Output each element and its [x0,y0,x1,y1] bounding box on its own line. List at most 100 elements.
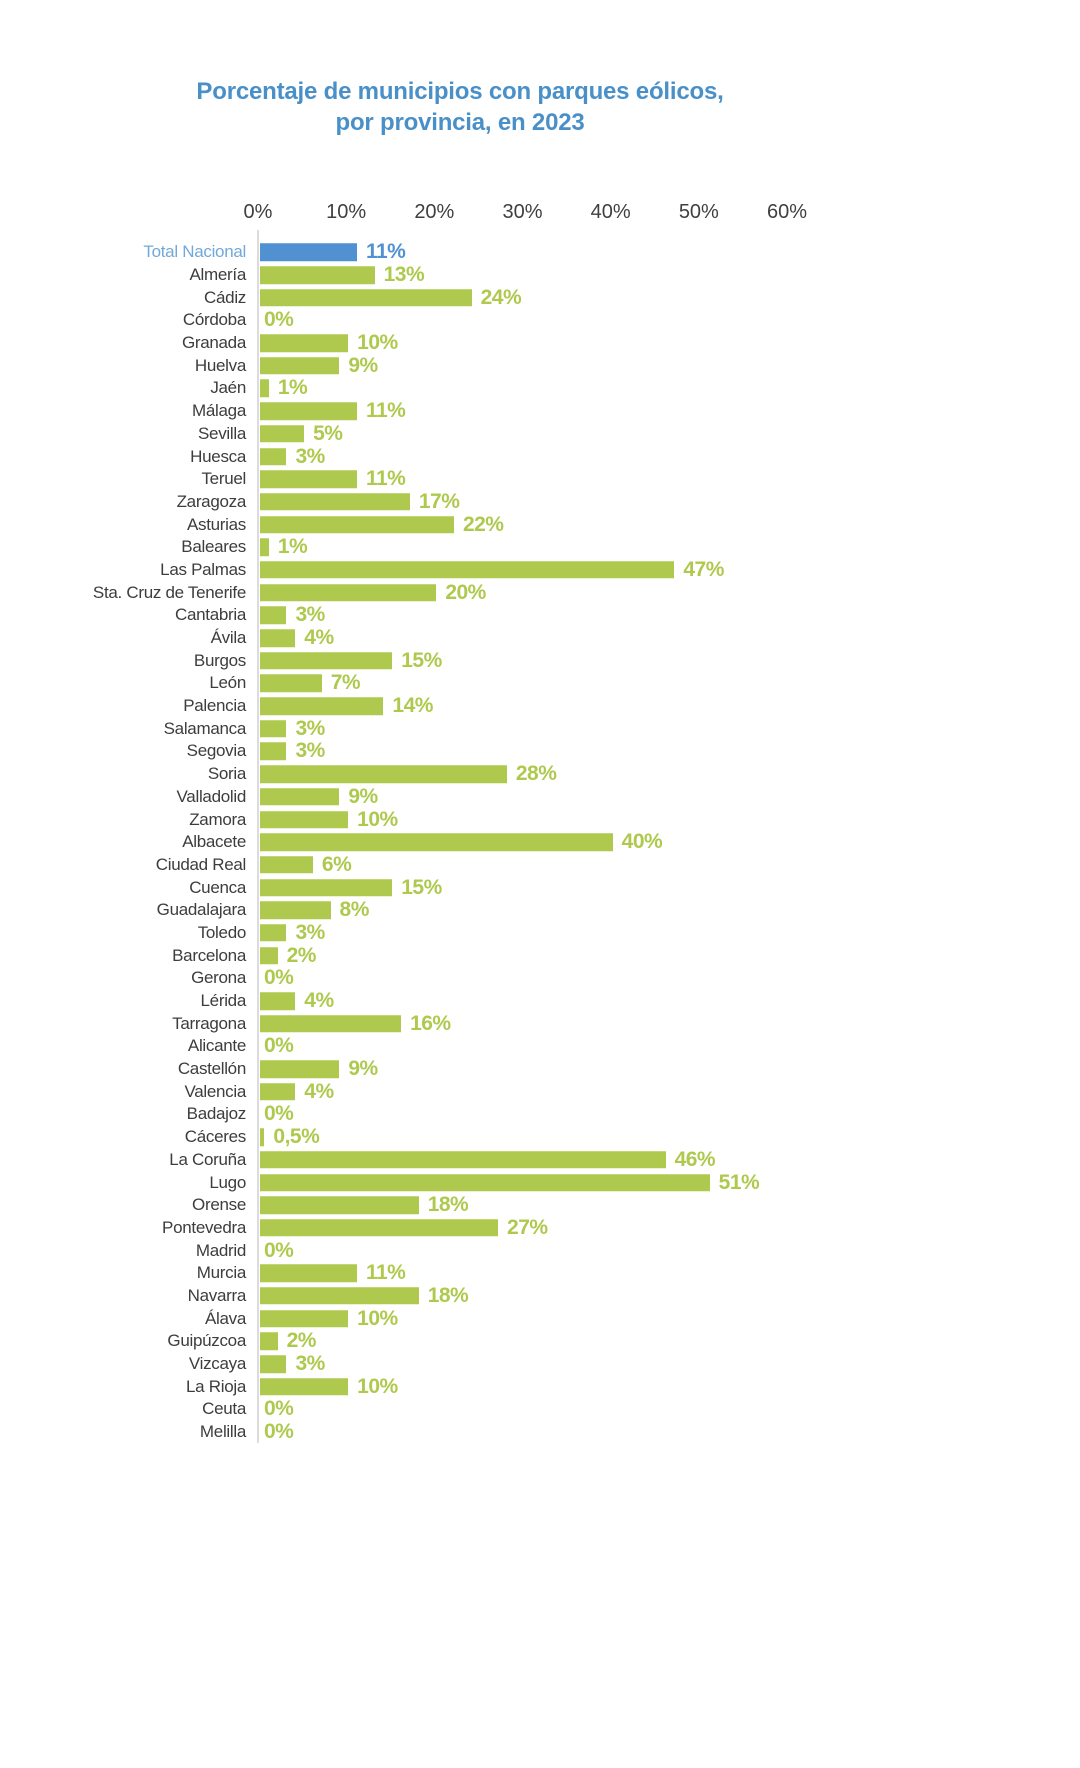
bar [260,765,507,783]
bar-track: 2% [258,944,1080,967]
bar-track: 17% [258,490,1080,514]
bar [260,1014,402,1033]
bar-track: 2% [258,1329,1080,1353]
category-label: Jaén [210,378,246,398]
chart-row: Huesca 3% [0,445,1080,468]
bar [260,1264,357,1283]
category-label: Ciudad Real [155,854,247,874]
chart-row: Zaragoza 17% [0,490,1080,514]
value-label: 10% [357,331,398,355]
x-axis-tick-label: 50% [678,201,719,223]
chart-row: Vizcaya 3% [0,1352,1080,1376]
bar-track: 0% [258,308,1080,332]
bar [260,583,437,602]
x-axis-tick-label: 0% [243,201,273,223]
bar-track: 1% [258,535,1080,559]
value-label: 9% [348,1057,378,1081]
bar [260,1287,419,1305]
bar [260,992,296,1010]
category-label: Ceuta [202,1399,246,1419]
x-axis-tick-label: 40% [590,201,631,223]
category-label: Las Palmas [160,559,246,579]
chart-row: Cádiz 24% [0,286,1080,309]
bar-track: 16% [258,1012,1080,1035]
value-label: 4% [304,989,334,1013]
value-label: 1% [277,535,308,559]
category-label: Salamanca [163,718,247,738]
bar-track: 10% [258,808,1080,831]
chart-row: Álava 10% [0,1307,1080,1330]
category-label: Cantabria [174,605,246,625]
category-label: Huesca [190,446,246,466]
bar [260,402,357,420]
value-label: 3% [295,739,325,763]
x-axis-tick-label: 10% [326,201,367,223]
bar-track: 0,5% [258,1125,1080,1149]
category-label: Zamora [189,809,246,829]
chart-row: Jaén 1% [0,376,1080,400]
value-label: 0% [264,308,294,332]
value-label: 10% [357,1374,398,1398]
chart-row: Murcia 11% [0,1261,1080,1285]
value-label: 0% [264,1420,294,1444]
bar-track: 11% [258,467,1080,491]
chart-row: Gerona 0% [0,966,1080,990]
category-label: Albacete [182,832,246,852]
bar [260,447,287,466]
category-label: Cádiz [204,287,246,307]
chart-row: La Rioja 10% [0,1375,1080,1398]
value-label: 9% [348,353,378,377]
value-label: 11% [365,1261,406,1285]
value-label: 16% [410,1011,451,1035]
bar-track: 13% [258,263,1080,287]
value-label: 11% [365,399,406,423]
chart-row: Navarra 18% [0,1283,1080,1308]
bar-track: 0% [258,1239,1080,1262]
bar [260,1355,287,1373]
x-axis-tick-label: 20% [414,201,455,223]
bar-track: 3% [258,445,1080,468]
chart-row: Lugo 51% [0,1171,1080,1194]
category-label: Pontevedra [162,1217,246,1237]
bar-track: 9% [258,354,1080,377]
chart-row: Melilla 0% [0,1420,1080,1444]
bar [260,379,269,398]
value-label: 3% [295,920,325,944]
value-label: 0% [264,1238,294,1262]
chart-row: León 7% [0,671,1080,695]
bar [260,1083,296,1101]
category-label: León [209,673,246,693]
chart-row: Salamanca 3% [0,717,1080,740]
value-label: 0% [264,966,294,990]
category-label: Asturias [186,514,246,534]
chart-row: Badajoz 0% [0,1102,1080,1126]
chart-row: Lérida 4% [0,989,1080,1013]
category-label: Guipúzcoa [167,1331,246,1351]
bar-track: 0% [258,1034,1080,1058]
bar [260,810,349,829]
category-label: Toledo [197,922,247,942]
value-label: 11% [365,240,406,264]
value-label: 22% [462,512,504,536]
bar [260,334,349,352]
chart-row: Cantabria 3% [0,603,1080,627]
bar [260,946,278,965]
bar [260,878,393,897]
category-label: Almería [189,265,247,285]
chart-row: Total Nacional 11% [0,240,1080,264]
value-label: 14% [392,694,433,718]
value-label: 51% [718,1170,760,1194]
category-label: Orense [192,1195,246,1215]
value-label: 0% [264,1397,294,1421]
value-label: 18% [427,1283,469,1307]
bar-track: 4% [258,989,1080,1013]
chart-row: Tarragona 16% [0,1012,1080,1035]
bar [260,742,287,761]
chart-row: Granada 10% [0,331,1080,355]
category-label: Gerona [191,968,246,988]
value-label: 10% [357,1306,398,1330]
chart-row: Asturias 22% [0,513,1080,536]
bar [260,720,287,738]
bar-track: 8% [258,898,1080,922]
